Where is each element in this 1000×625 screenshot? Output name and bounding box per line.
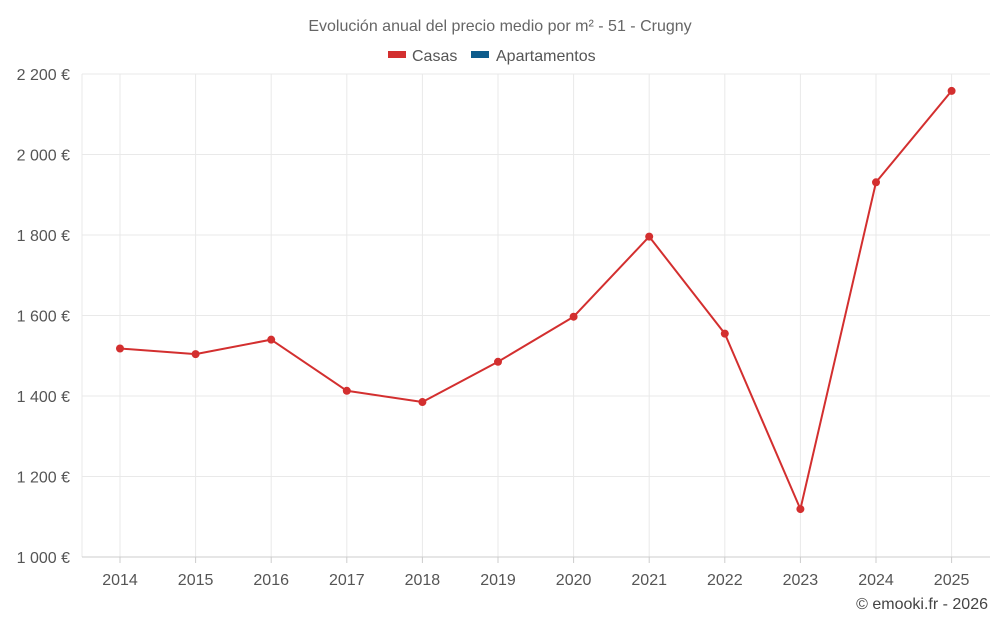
data-point[interactable] (796, 505, 805, 514)
x-tick-label: 2017 (329, 572, 365, 589)
x-tick-label: 2018 (405, 572, 441, 589)
data-point[interactable] (342, 386, 351, 395)
legend-item-casas[interactable]: Casas (388, 48, 457, 65)
y-tick-label: 1 400 € (17, 389, 70, 406)
credit-text: © emooki.fr - 2026 (856, 596, 988, 613)
y-axis-ticks: 1 000 € 1 200 € 1 400 € 1 600 € 1 800 € 2 000… (17, 67, 70, 567)
series-casas (116, 86, 956, 514)
legend-label-apartamentos: Apartamentos (496, 48, 596, 65)
x-tick-label: 2015 (178, 572, 214, 589)
data-point[interactable] (645, 232, 654, 241)
y-tick-label: 1 000 € (17, 550, 70, 567)
data-point[interactable] (720, 329, 729, 338)
x-tick-label: 2019 (480, 572, 516, 589)
legend: Casas Apartamentos (388, 48, 596, 65)
y-tick-label: 1 800 € (17, 228, 70, 245)
x-tick-label: 2020 (556, 572, 592, 589)
y-tick-label: 1 200 € (17, 470, 70, 487)
y-tick-label: 2 000 € (17, 148, 70, 165)
legend-swatch-casas (388, 51, 406, 58)
data-point[interactable] (116, 344, 124, 353)
x-tick-label: 2021 (631, 572, 667, 589)
x-tick-label: 2022 (707, 572, 743, 589)
x-tick-label: 2023 (783, 572, 819, 589)
axes (81, 74, 990, 558)
data-point[interactable] (947, 86, 956, 95)
x-tick-label: 2014 (102, 572, 138, 589)
legend-swatch-apartamentos (471, 51, 489, 58)
x-tick-label: 2016 (253, 572, 289, 589)
data-point[interactable] (267, 335, 276, 344)
data-point[interactable] (191, 350, 200, 359)
data-point[interactable] (494, 357, 502, 366)
y-tick-label: 2 200 € (17, 67, 70, 84)
x-axis-ticks: 2014 2015 2016 2017 2018 2019 2020 2021 2022 2023… (102, 557, 969, 589)
data-point[interactable] (872, 178, 880, 187)
chart-title: Evolución anual del precio medio por m² … (308, 18, 691, 35)
data-point[interactable] (418, 398, 427, 407)
series-line-casas (119, 90, 953, 511)
data-point[interactable] (569, 312, 578, 321)
y-tick-label: 1 600 € (17, 309, 70, 326)
legend-label-casas: Casas (412, 48, 457, 65)
x-tick-label: 2025 (934, 572, 970, 589)
x-tick-label: 2024 (858, 572, 894, 589)
grid (82, 73, 990, 557)
legend-item-apartamentos[interactable]: Apartamentos (471, 48, 596, 65)
